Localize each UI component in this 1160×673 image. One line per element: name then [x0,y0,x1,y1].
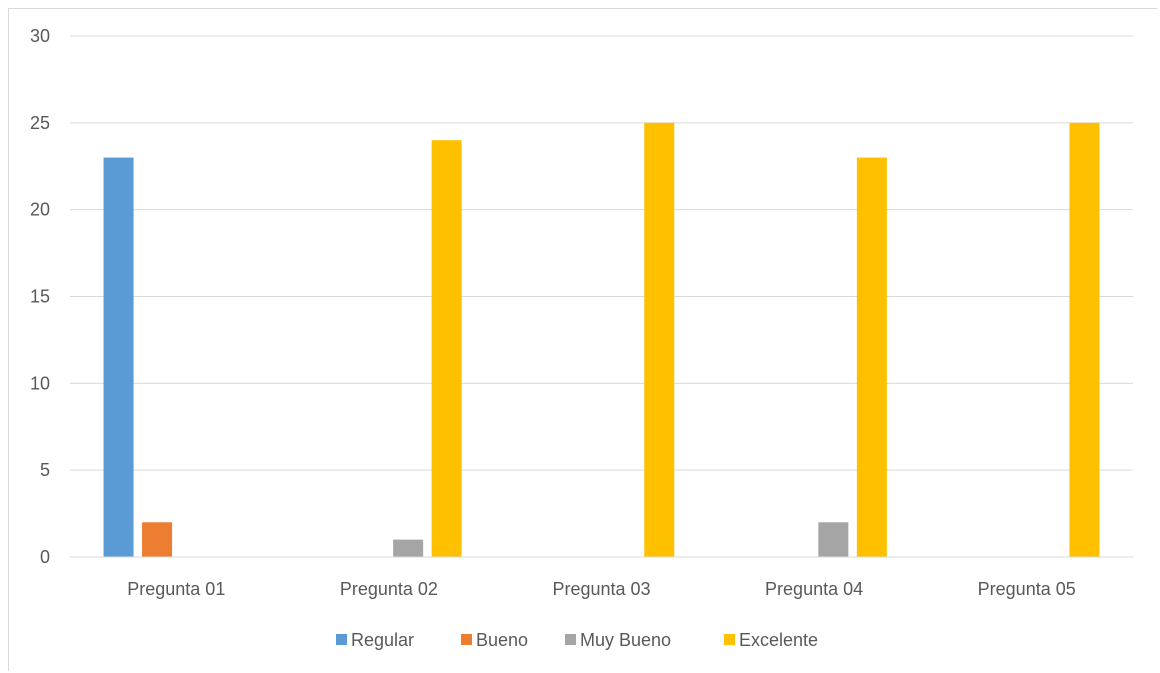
legend-label: Bueno [476,630,528,650]
legend-swatch [565,634,576,645]
x-tick-label: Pregunta 01 [127,579,225,599]
y-tick-label: 15 [30,287,50,307]
y-tick-label: 5 [40,460,50,480]
bar-regular-1 [103,157,134,558]
bar-excelente-2 [431,140,462,557]
y-tick-label: 20 [30,200,50,220]
chart-frame [8,8,1157,671]
y-tick-label: 10 [30,373,50,393]
y-tick-label: 0 [40,547,50,567]
legend-swatch [461,634,472,645]
legend: Regular Bueno Muy Bueno Excelente [336,630,818,650]
legend-swatch [724,634,735,645]
bars [103,122,1100,558]
gridlines [70,35,1133,471]
legend-label: Excelente [739,630,818,650]
legend-item-bueno: Bueno [461,630,528,650]
legend-item-excelente: Excelente [724,630,818,650]
bar-bueno-1 [142,522,173,557]
bar-muy-bueno-4 [818,522,849,557]
bar-muy-bueno-2 [393,539,424,557]
x-axis-tick-labels: Pregunta 01 Pregunta 02 Pregunta 03 Pregunt… [127,579,1075,599]
legend-label: Regular [351,630,414,650]
x-tick-label: Pregunta 04 [765,579,863,599]
legend-swatch [336,634,347,645]
legend-item-regular: Regular [336,630,414,650]
y-axis-tick-labels: 0 5 10 15 20 25 30 [30,26,50,567]
bar-excelente-4 [856,157,887,558]
x-tick-label: Pregunta 05 [978,579,1076,599]
bar-excelente-3 [644,122,675,557]
y-tick-label: 25 [30,113,50,133]
x-tick-label: Pregunta 02 [340,579,438,599]
legend-item-muy-bueno: Muy Bueno [565,630,671,650]
x-tick-label: Pregunta 03 [552,579,650,599]
bar-excelente-5 [1069,122,1100,557]
y-tick-label: 30 [30,26,50,46]
legend-label: Muy Bueno [580,630,671,650]
